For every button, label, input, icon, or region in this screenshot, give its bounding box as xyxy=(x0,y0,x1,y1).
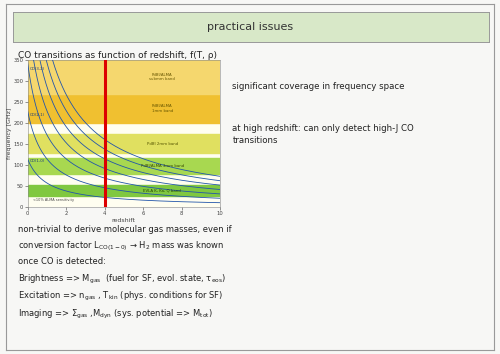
Text: PdBI 2mm band: PdBI 2mm band xyxy=(146,142,178,146)
Text: Brightness => M$_{\mathrm{gas}}$  (fuel for SF, evol. state, τ$_{\mathrm{eos}}$): Brightness => M$_{\mathrm{gas}}$ (fuel f… xyxy=(18,273,226,286)
Text: significant coverage in frequency space: significant coverage in frequency space xyxy=(232,82,405,91)
Text: CO(1-0): CO(1-0) xyxy=(30,159,44,163)
Bar xyxy=(28,185,220,196)
Text: at high redshift: can only detect high-J CO
transitions: at high redshift: can only detect high-J… xyxy=(232,124,414,145)
Text: PdBI/ALMA
submm band: PdBI/ALMA submm band xyxy=(150,73,175,81)
X-axis label: redshift: redshift xyxy=(112,218,136,223)
Text: PdBI/ALMA 3mm band: PdBI/ALMA 3mm band xyxy=(140,164,184,168)
Text: <10% ALMA sensitivity: <10% ALMA sensitivity xyxy=(34,198,74,202)
Text: EVLA K, Ka, Q band: EVLA K, Ka, Q band xyxy=(144,189,181,193)
Text: practical issues: practical issues xyxy=(208,22,294,33)
Text: PdBI/ALMA
1mm band: PdBI/ALMA 1mm band xyxy=(152,104,173,113)
Bar xyxy=(28,60,220,94)
Bar xyxy=(28,94,220,123)
Bar xyxy=(28,133,220,153)
Text: Imaging => Σ$_{\mathrm{gas}}$ ,M$_{\mathrm{dyn}}$ (sys. potential => M$_{\mathrm: Imaging => Σ$_{\mathrm{gas}}$ ,M$_{\math… xyxy=(18,308,212,321)
Y-axis label: frequency [GHz]: frequency [GHz] xyxy=(7,108,12,159)
Text: CO transitions as function of redshift, f(T, ρ): CO transitions as function of redshift, … xyxy=(18,51,216,60)
Text: CO(3-2): CO(3-2) xyxy=(30,67,44,71)
Bar xyxy=(28,158,220,173)
Text: conversion factor L$_{\mathrm{CO(1-0)}}$ → H$_2$ mass was known: conversion factor L$_{\mathrm{CO(1-0)}}$… xyxy=(18,239,224,253)
Text: once CO is detected:: once CO is detected: xyxy=(18,257,106,266)
Text: Excitation => n$_{\mathrm{gas}}$ , T$_{\mathrm{kin}}$ (phys. conditions for SF): Excitation => n$_{\mathrm{gas}}$ , T$_{\… xyxy=(18,290,223,303)
Text: non-trivial to derive molecular gas masses, even if: non-trivial to derive molecular gas mass… xyxy=(18,225,231,234)
Text: CO(2-1): CO(2-1) xyxy=(30,113,44,117)
